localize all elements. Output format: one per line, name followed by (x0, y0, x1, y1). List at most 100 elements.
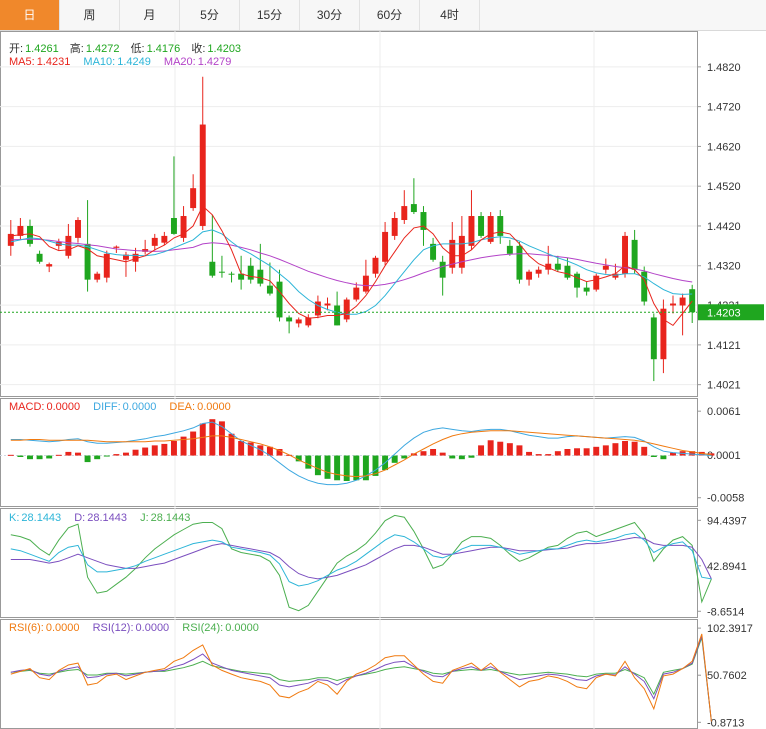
tab-7[interactable]: 60分 (360, 0, 420, 30)
macd-bar (170, 441, 177, 456)
candle-body (401, 206, 408, 220)
tab-1[interactable]: 日 (0, 0, 60, 30)
macd-bar (314, 455, 321, 476)
candle-body (257, 269, 264, 284)
timeframe-tabs: 日周月 5分 15分 30分 60分 4时 (0, 0, 766, 31)
tab-6[interactable]: 30分 (300, 0, 360, 30)
macd-bar (650, 455, 657, 457)
candle-body (209, 261, 216, 276)
kdj-tick-label: 94.4397 (707, 515, 747, 527)
quote-info: 开: 1.4261 高: 1.4272 低: 1.4176 收: 1.4203 (9, 40, 243, 56)
macd-bar (113, 454, 120, 456)
ma10-label: MA10: (83, 56, 116, 68)
candle-body (190, 188, 197, 209)
macd-bar (257, 445, 264, 456)
last-price-label: 1.4203 (707, 307, 741, 319)
rsi6-line (10, 633, 712, 722)
macd-bar (353, 455, 360, 481)
macd-bar (612, 443, 619, 456)
candle-body (487, 216, 494, 242)
tab-8[interactable]: 4时 (420, 0, 480, 30)
macd-bar (622, 441, 628, 456)
candle-body (276, 281, 283, 318)
candle-body (449, 239, 456, 268)
candle-body (170, 218, 177, 234)
macd-bar (545, 454, 552, 456)
price-tick-label: 1.4720 (707, 102, 741, 114)
ma10-line (10, 229, 693, 315)
macd-bar (554, 451, 561, 456)
candle-body (602, 265, 609, 270)
macd-bar (362, 455, 369, 481)
candle-body (458, 235, 465, 268)
j-value: 28.1443 (150, 512, 191, 524)
candle-body (122, 254, 129, 260)
macd-bar (190, 431, 197, 456)
low-label: 低: (130, 43, 145, 55)
d-label: D: (74, 512, 86, 524)
dea-value: 0.0000 (197, 401, 231, 413)
tab-2[interactable]: 周 (60, 0, 120, 30)
candle-body (506, 245, 513, 254)
macd-bar (218, 421, 225, 456)
rsi24-label: RSI(24): (182, 622, 224, 634)
candle-body (660, 308, 667, 360)
tab-3[interactable]: 月 (120, 0, 180, 30)
price-tick-label: 1.4320 (707, 261, 741, 273)
macd-bar (305, 455, 312, 469)
macd-bar (142, 447, 149, 456)
tab-5[interactable]: 15分 (240, 0, 300, 30)
macd-bar (478, 445, 485, 456)
d-value: 28.1443 (87, 512, 127, 524)
macd-bar (468, 455, 475, 458)
macd-bar (449, 455, 456, 459)
candle-body (103, 253, 110, 278)
panel-frame-2 (0, 398, 698, 507)
ma20-label: MA20: (163, 56, 196, 68)
macd-bar (391, 455, 398, 463)
candle-body (228, 273, 235, 275)
rsi12-label: RSI(12): (92, 622, 134, 634)
candle-body (650, 317, 657, 360)
candle-body (622, 235, 628, 274)
macd-bar (602, 445, 609, 456)
candle-body (689, 289, 696, 313)
kdj-tick-label: -8.6514 (707, 606, 744, 618)
panel-frame-3 (0, 508, 698, 618)
candle-body (641, 271, 648, 302)
macd-bar (564, 449, 571, 456)
ma5-value: 1.4231 (36, 56, 71, 68)
candle-body (199, 124, 206, 226)
rsi-legend: RSI(6): 0.0000 RSI(12): 0.0000 RSI(24): 0.0… (9, 622, 261, 634)
rsi-tick-label: 102.3917 (707, 623, 753, 635)
candle-body (27, 225, 33, 244)
open-value: 1.4261 (25, 43, 59, 55)
rsi24-value: 0.0000 (225, 622, 259, 634)
last-price-tag (698, 304, 764, 321)
macd-bar (17, 455, 24, 457)
macd-bar (295, 455, 302, 462)
tab-4[interactable]: 5分 (180, 0, 240, 30)
macd-tick-label: 0.0001 (707, 450, 741, 462)
candle-body (65, 235, 72, 256)
candle-body (266, 285, 273, 294)
low-value: 1.4176 (146, 43, 181, 55)
ma5-line (10, 205, 693, 327)
macd-tick-label: -0.0058 (707, 493, 744, 505)
macd-bar (151, 445, 158, 456)
macd-bar (161, 443, 168, 456)
candle-body (545, 263, 552, 270)
candle-body (382, 231, 389, 262)
ma-legend: MA5: 1.4231 MA10: 1.4249 MA20: 1.4279 (9, 56, 233, 68)
candle-body (84, 243, 91, 280)
candle-body (410, 204, 417, 213)
macd-bar (324, 455, 331, 479)
macd-bar (641, 446, 648, 456)
candle-body (631, 239, 638, 270)
candle-body (554, 263, 561, 270)
macd-label: MACD: (9, 401, 45, 413)
candle-body (516, 245, 523, 280)
candle-body (151, 237, 158, 246)
macd-bar (689, 451, 696, 456)
macd-legend: MACD: 0.0000 DIFF: 0.0000 DEA: 0.0000 (9, 401, 233, 413)
